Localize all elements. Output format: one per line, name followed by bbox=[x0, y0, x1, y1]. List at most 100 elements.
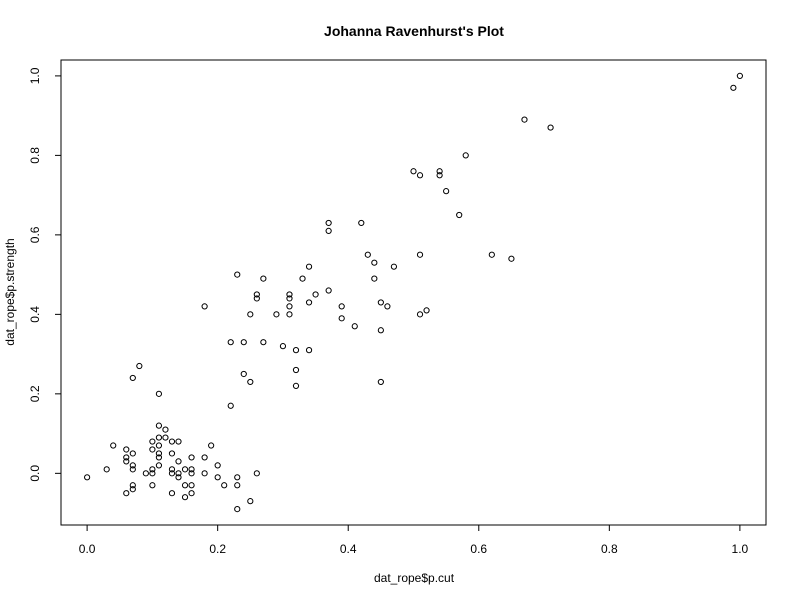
data-point bbox=[181, 466, 189, 473]
data-point bbox=[247, 498, 254, 505]
x-axis: 0.0 0.2 0.4 0.6 0.8 1.0 bbox=[79, 525, 749, 556]
data-point bbox=[188, 490, 195, 497]
data-point bbox=[175, 458, 182, 465]
data-point bbox=[188, 454, 195, 461]
data-point bbox=[730, 84, 737, 91]
data-point bbox=[305, 347, 313, 354]
data-point bbox=[351, 323, 358, 330]
data-point bbox=[149, 438, 156, 445]
data-point bbox=[371, 259, 378, 266]
data-point bbox=[462, 152, 469, 159]
y-axis: 0.0 0.2 0.4 0.6 0.8 1.0 bbox=[28, 67, 61, 482]
data-point bbox=[247, 378, 254, 386]
data-point bbox=[234, 482, 241, 489]
data-point bbox=[416, 172, 424, 179]
data-point bbox=[384, 303, 391, 310]
data-point bbox=[305, 299, 313, 306]
data-point bbox=[129, 462, 136, 469]
data-point bbox=[312, 291, 319, 298]
data-point bbox=[273, 311, 280, 318]
data-point bbox=[377, 378, 384, 386]
plot-frame bbox=[60, 59, 767, 526]
data-point bbox=[188, 470, 195, 477]
data-point bbox=[286, 295, 293, 302]
data-point bbox=[436, 172, 443, 179]
data-point bbox=[260, 275, 267, 282]
x-tick-label: 1.0 bbox=[732, 542, 749, 556]
data-point bbox=[175, 474, 182, 481]
data-point bbox=[123, 446, 130, 453]
y-tick-label: 0.6 bbox=[28, 226, 42, 243]
y-tick-label: 0.0 bbox=[28, 465, 42, 482]
x-tick-label: 0.4 bbox=[340, 542, 357, 556]
data-point bbox=[201, 454, 208, 461]
data-point bbox=[253, 291, 260, 298]
data-point bbox=[260, 339, 267, 346]
data-point bbox=[436, 168, 443, 175]
data-point bbox=[123, 454, 130, 461]
data-point bbox=[123, 490, 130, 497]
data-point bbox=[129, 466, 136, 473]
data-point bbox=[292, 366, 300, 374]
data-point bbox=[181, 482, 189, 489]
data-point bbox=[188, 482, 195, 489]
data-points bbox=[84, 72, 743, 513]
x-tick-label: 0.6 bbox=[470, 542, 487, 556]
data-point bbox=[292, 382, 300, 389]
data-point bbox=[410, 168, 417, 175]
data-point bbox=[423, 307, 430, 314]
data-point bbox=[227, 339, 234, 346]
data-point bbox=[162, 434, 169, 441]
data-point bbox=[155, 390, 163, 397]
chart-title: Johanna Ravenhurst's Plot bbox=[324, 23, 504, 39]
y-axis-label: dat_rope$p.strength bbox=[3, 238, 17, 345]
data-point bbox=[325, 219, 332, 227]
data-point bbox=[279, 343, 287, 350]
data-point bbox=[377, 299, 384, 306]
data-point bbox=[123, 458, 130, 465]
data-point bbox=[162, 426, 169, 433]
data-point bbox=[155, 454, 163, 461]
data-point bbox=[234, 271, 241, 278]
data-point bbox=[129, 450, 136, 457]
data-point bbox=[390, 263, 398, 270]
x-tick-label: 0.2 bbox=[209, 542, 226, 556]
data-point bbox=[214, 474, 221, 481]
data-point bbox=[377, 327, 384, 334]
data-point bbox=[416, 311, 424, 318]
data-point bbox=[168, 466, 176, 473]
data-point bbox=[358, 219, 365, 227]
data-point bbox=[181, 494, 189, 501]
data-point bbox=[168, 450, 176, 457]
data-point bbox=[175, 470, 182, 477]
data-point bbox=[221, 482, 228, 489]
data-point bbox=[247, 311, 254, 318]
data-point bbox=[253, 470, 260, 477]
data-point bbox=[155, 450, 163, 457]
data-point bbox=[129, 482, 136, 489]
data-point bbox=[175, 438, 182, 445]
data-point bbox=[84, 474, 91, 481]
data-point bbox=[456, 211, 463, 219]
data-point bbox=[129, 486, 136, 493]
x-axis-label: dat_rope$p.cut bbox=[374, 571, 455, 585]
data-point bbox=[149, 446, 156, 453]
data-point bbox=[155, 462, 163, 469]
data-point bbox=[110, 442, 117, 449]
data-point bbox=[286, 291, 293, 298]
data-point bbox=[364, 251, 371, 258]
data-point bbox=[286, 303, 293, 310]
data-point bbox=[234, 506, 241, 513]
data-point bbox=[168, 438, 176, 445]
data-point bbox=[292, 347, 300, 354]
data-point bbox=[286, 311, 293, 318]
data-point bbox=[234, 474, 241, 481]
data-point bbox=[168, 490, 176, 497]
data-point bbox=[136, 362, 143, 370]
data-point bbox=[488, 251, 495, 258]
data-point bbox=[155, 442, 163, 449]
data-point bbox=[253, 295, 260, 302]
data-point bbox=[168, 470, 176, 477]
data-point bbox=[149, 466, 156, 473]
x-tick-label: 0.8 bbox=[601, 542, 618, 556]
